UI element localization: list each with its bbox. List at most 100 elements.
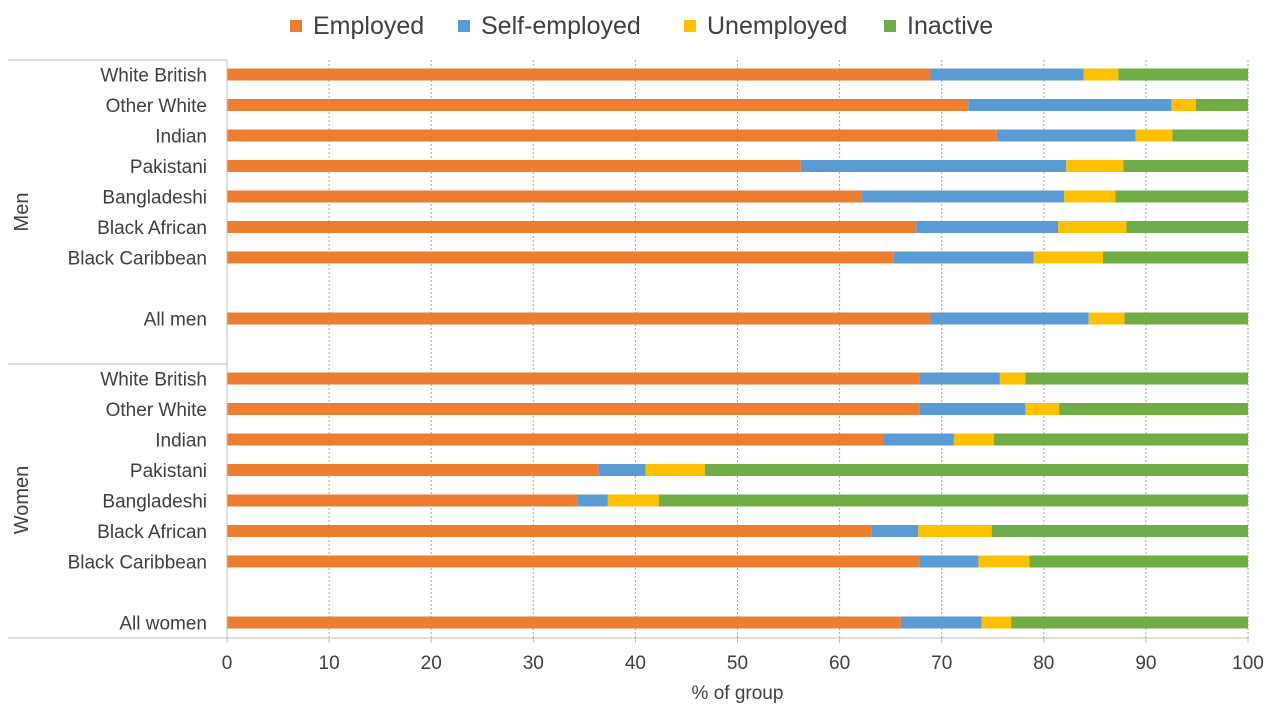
bar-row-men-white-british (227, 68, 1248, 81)
x-tick-label: 30 (523, 653, 544, 674)
bar-segment-unemployed (1025, 403, 1060, 415)
legend: Employed Self-employed Unemployed Inactive (290, 12, 993, 40)
bar-row-women-pakistani (227, 464, 1248, 476)
category-label: All women (119, 614, 207, 635)
bar-segment-inactive (1115, 190, 1248, 203)
bar-segment-employed (227, 221, 917, 233)
bar-segment-employed (227, 525, 872, 537)
category-label: Bangladeshi (102, 188, 207, 209)
bar-segment-self-employed (862, 190, 1065, 203)
bar-segment-unemployed (953, 433, 994, 446)
bar-segment-self-employed (968, 99, 1172, 111)
bar-segment-self-employed (800, 160, 1067, 172)
bar-segment-self-employed (871, 525, 919, 537)
bar-segment-employed (227, 251, 894, 264)
x-tick-label: 80 (1033, 653, 1054, 674)
bar-segment-employed (227, 68, 931, 81)
bar-row-women-all-women (227, 616, 1248, 629)
legend-label-inactive: Inactive (907, 12, 993, 40)
bar-segment-inactive (1059, 403, 1248, 415)
bar-segment-unemployed (1083, 68, 1119, 81)
category-label: Pakistani (130, 461, 207, 482)
bar-segment-inactive (1103, 251, 1248, 264)
bar-segment-self-employed (900, 616, 982, 629)
x-tick-label: 10 (319, 653, 340, 674)
bar-segment-inactive (1172, 129, 1248, 142)
bar-segment-inactive (1195, 99, 1248, 111)
bar-segment-inactive (993, 433, 1248, 446)
category-label: Indian (155, 127, 207, 148)
bar-row-men-bangladeshi (227, 190, 1248, 203)
bar-segment-self-employed (930, 312, 1089, 325)
bar-row-women-indian (227, 433, 1248, 446)
bar-segment-self-employed (996, 129, 1136, 142)
category-label: Other White (106, 96, 207, 117)
bar-segment-employed (227, 494, 578, 507)
legend-swatch-inactive (884, 20, 896, 32)
bar-segment-unemployed (1058, 221, 1127, 233)
group-label-men: Men (11, 193, 33, 232)
x-tick-label: 70 (931, 653, 952, 674)
bar-segment-employed (227, 312, 931, 325)
legend-swatch-self-employed (458, 20, 470, 32)
bar-segment-employed (227, 99, 969, 111)
bar-row-women-black-african (227, 525, 1248, 537)
bar-segment-inactive (1118, 68, 1248, 81)
axes: 0 10 20 30 40 50 60 70 80 90 100 % of group Men Women (8, 59, 1264, 704)
bar-row-men-all-men (227, 312, 1248, 325)
category-label: Other White (106, 400, 207, 421)
bar-segment-inactive (1011, 616, 1248, 629)
bar-row-women-white-british (227, 372, 1248, 385)
bar-segment-self-employed (919, 372, 1000, 385)
group-label-women: Women (11, 466, 33, 535)
gridlines (328, 60, 1249, 638)
bars (227, 68, 1248, 629)
bar-segment-employed (227, 160, 801, 172)
bar-segment-unemployed (1088, 312, 1125, 325)
category-label: Black African (97, 522, 207, 543)
category-label: Indian (155, 431, 207, 452)
bar-segment-employed (227, 129, 997, 142)
x-tick-label: 20 (421, 653, 442, 674)
x-tick-label: 50 (727, 653, 748, 674)
legend-swatch-unemployed (684, 20, 696, 32)
bar-segment-unemployed (918, 525, 992, 537)
bar-row-men-black-caribbean (227, 251, 1248, 264)
bar-segment-employed (227, 616, 901, 629)
bar-segment-self-employed (883, 433, 954, 446)
bar-segment-inactive (1126, 221, 1248, 233)
bar-segment-self-employed (916, 221, 1059, 233)
x-tick-label: 100 (1232, 653, 1264, 674)
bar-segment-inactive (991, 525, 1248, 537)
bar-row-women-black-caribbean (227, 555, 1248, 568)
x-tick-label: 40 (625, 653, 646, 674)
bar-segment-employed (227, 403, 920, 415)
category-label: Black Caribbean (68, 553, 207, 574)
x-tick-label: 60 (829, 653, 850, 674)
legend-label-employed: Employed (313, 12, 424, 40)
x-tick-label: 90 (1135, 653, 1156, 674)
bar-segment-inactive (1025, 372, 1248, 385)
bar-segment-unemployed (607, 494, 659, 507)
bar-segment-unemployed (645, 464, 705, 476)
bar-segment-employed (227, 372, 920, 385)
x-axis-title: % of group (692, 683, 784, 704)
bar-segment-self-employed (598, 464, 646, 476)
bar-segment-unemployed (1064, 190, 1116, 203)
bar-segment-inactive (704, 464, 1248, 476)
bar-segment-self-employed (930, 68, 1084, 81)
bar-segment-self-employed (893, 251, 1034, 264)
bar-segment-unemployed (978, 555, 1030, 568)
bar-row-women-bangladeshi (227, 494, 1248, 507)
bar-segment-self-employed (577, 494, 608, 507)
category-label: Black African (97, 218, 207, 239)
bar-segment-inactive (658, 494, 1248, 507)
bar-segment-self-employed (919, 403, 1026, 415)
bar-segment-inactive (1124, 312, 1248, 325)
bar-row-men-indian (227, 129, 1248, 142)
bar-segment-unemployed (981, 616, 1012, 629)
category-label: Pakistani (130, 157, 207, 178)
bar-segment-unemployed (1066, 160, 1124, 172)
